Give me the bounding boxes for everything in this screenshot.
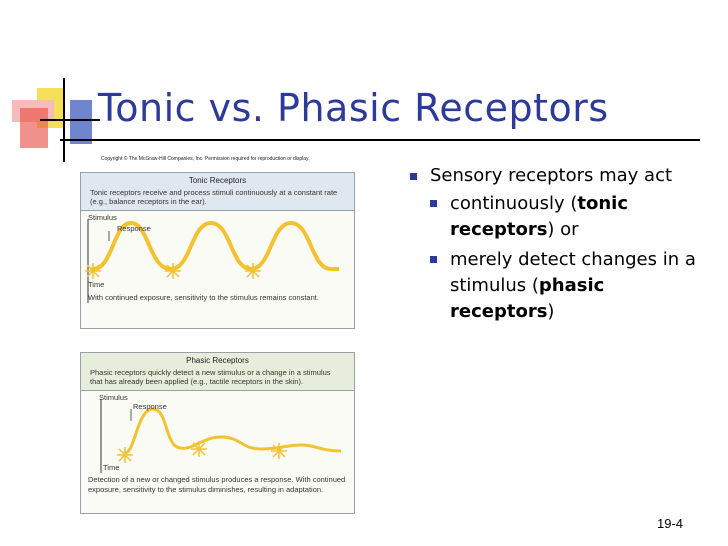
stimulus-burst-icon bbox=[191, 441, 207, 458]
bullet-sub1-bold: tonic receptors bbox=[450, 193, 629, 240]
tonic-stimulus-label: Stimulus bbox=[88, 213, 117, 223]
tonic-time-label: Time bbox=[88, 280, 105, 290]
slide-title: Tonic vs. Phasic Receptors bbox=[98, 86, 609, 130]
bullet-sub-phasic: merely detect changes in a stimulus (pha… bbox=[408, 247, 708, 325]
corner-decoration bbox=[0, 0, 100, 170]
stimulus-burst-icon bbox=[245, 263, 261, 280]
slide-number: 19-4 bbox=[657, 516, 684, 531]
phasic-figure-description: Phasic receptors quickly detect a new st… bbox=[90, 368, 331, 387]
tonic-figure-header: Tonic Receptors Tonic receptors receive … bbox=[81, 173, 354, 212]
bullet-main: Sensory receptors may act bbox=[408, 165, 708, 187]
bullet-square-icon bbox=[410, 173, 417, 180]
tonic-figure-description: Tonic receptors receive and process stim… bbox=[90, 188, 338, 207]
bullet-main-text: Sensory receptors may act bbox=[430, 165, 673, 186]
phasic-figure-graph: Stimulus Response Time Detection of a ne… bbox=[81, 391, 354, 509]
stimulus-burst-icon bbox=[85, 263, 101, 280]
phasic-response-label: Response bbox=[133, 402, 167, 412]
tonic-figure-caption: With continued exposure, sensitivity to … bbox=[88, 293, 319, 303]
bullet-sub1-pre: continuously ( bbox=[450, 193, 578, 214]
tonic-response-label: Response bbox=[117, 224, 151, 234]
copyright-notice: Copyright © The McGraw-Hill Companies, I… bbox=[101, 156, 310, 162]
bullet-square-icon bbox=[430, 200, 437, 207]
title-divider bbox=[60, 139, 700, 141]
phasic-figure-header: Phasic Receptors Phasic receptors quickl… bbox=[81, 353, 354, 392]
bullet-sub1-post: ) or bbox=[547, 219, 579, 240]
phasic-wave-graph bbox=[100, 399, 342, 474]
tonic-receptors-figure: Tonic Receptors Tonic receptors receive … bbox=[80, 172, 355, 329]
stimulus-burst-icon bbox=[117, 447, 133, 464]
bullet-list: Sensory receptors may act continuously (… bbox=[408, 165, 708, 325]
stimulus-burst-icon bbox=[271, 443, 287, 460]
phasic-stimulus-label: Stimulus bbox=[99, 393, 128, 403]
tonic-wave-graph bbox=[85, 219, 339, 304]
tonic-figure-title: Tonic Receptors bbox=[188, 176, 247, 185]
bullet-sub2-bold: phasic receptors bbox=[450, 275, 605, 322]
bullet-sub-tonic: continuously (tonic receptors) or bbox=[408, 191, 708, 243]
phasic-figure-caption: Detection of a new or changed stimulus p… bbox=[88, 475, 346, 494]
bullet-square-icon bbox=[430, 256, 437, 263]
tonic-figure-graph: Stimulus Response Time With continued ex… bbox=[81, 211, 354, 325]
phasic-time-label: Time bbox=[103, 463, 120, 473]
bullet-sub2-post: ) bbox=[547, 301, 555, 322]
phasic-receptors-figure: Phasic Receptors Phasic receptors quickl… bbox=[80, 352, 355, 514]
stimulus-burst-icon bbox=[165, 263, 181, 280]
bullet-sub2-pre: merely detect changes in a stimulus ( bbox=[450, 249, 696, 296]
phasic-figure-title: Phasic Receptors bbox=[186, 356, 249, 365]
